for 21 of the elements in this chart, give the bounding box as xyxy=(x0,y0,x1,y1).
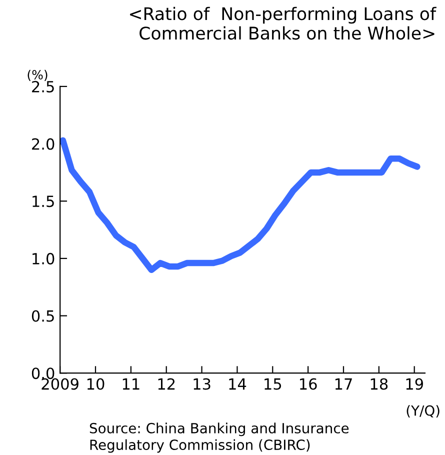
source-note: Source: China Banking and Insurance Regulatory Commission (CBIRC) xyxy=(90,422,349,453)
x-axis-title: (Y/Q) xyxy=(406,405,440,418)
x-tick-label: 17 xyxy=(335,378,352,390)
x-tick-label: 13 xyxy=(194,378,210,390)
x-tick-label: 19 xyxy=(406,378,423,390)
x-tick-label: 16 xyxy=(300,378,317,390)
x-tick-label: 18 xyxy=(370,378,388,390)
x-tick-label: 11 xyxy=(122,378,140,390)
x-tick-label: 14 xyxy=(229,378,246,390)
x-tick-label: 12 xyxy=(158,378,175,390)
chart-title: <Ratio of Non-performing Loans of Commercial Banks on the Whole> xyxy=(130,6,436,40)
y-axis-title: (%) xyxy=(28,70,48,81)
y-tick-label: 2.5 xyxy=(32,80,54,92)
x-tick-label: 2009 xyxy=(42,378,78,390)
y-tick-label: 2.0 xyxy=(32,138,54,150)
y-tick-label: 1.5 xyxy=(32,196,54,208)
y-tick-label: 1.0 xyxy=(32,252,54,264)
x-tick-label: 10 xyxy=(87,378,104,390)
y-tick-label: 0.0 xyxy=(32,368,54,380)
y-tick-label: 0.5 xyxy=(32,310,54,322)
x-tick-label: 15 xyxy=(264,378,282,390)
